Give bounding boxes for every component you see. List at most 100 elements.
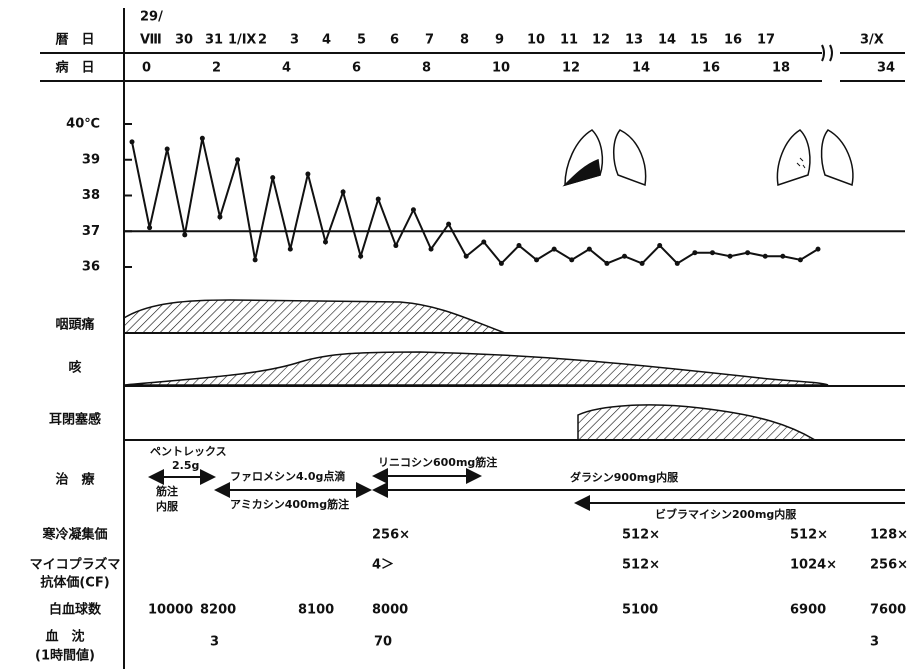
temperature-point bbox=[130, 139, 135, 144]
temperature-point bbox=[499, 261, 504, 266]
lab-value: 256× bbox=[870, 558, 908, 573]
lab-value: 3 bbox=[870, 635, 879, 650]
lab-value: 10000 bbox=[148, 603, 193, 618]
row-label: 白血球数 bbox=[49, 602, 102, 618]
treatment-label: 2.5g bbox=[172, 459, 199, 472]
temperature-point bbox=[376, 197, 381, 202]
calendar-label: 13 bbox=[625, 33, 643, 48]
calendar-label: 30 bbox=[175, 33, 193, 48]
temperature-point bbox=[587, 247, 592, 252]
row-label: 暦 日 bbox=[55, 33, 94, 48]
lab-value: 8200 bbox=[200, 603, 236, 618]
disease-day-label: 12 bbox=[562, 61, 580, 76]
lab-value: 512× bbox=[790, 528, 828, 543]
treatment-label: アミカシン400mg筋注 bbox=[230, 497, 349, 511]
lab-value: 128× bbox=[870, 528, 908, 543]
calendar-label: 4 bbox=[322, 33, 331, 48]
treatment-label: ファロメシン4.0g点滴 bbox=[230, 469, 345, 483]
treatment-label: ビブラマイシン200mg内服 bbox=[655, 507, 797, 521]
lab-value: 256× bbox=[372, 528, 410, 543]
temperature-point bbox=[323, 239, 328, 244]
treatment-label: 筋注 bbox=[155, 484, 178, 498]
temperature-point bbox=[657, 243, 662, 248]
temperature-point bbox=[147, 225, 152, 230]
y-tick-label: 39 bbox=[82, 152, 100, 167]
calendar-label: 17 bbox=[757, 33, 775, 48]
calendar-label: Ⅷ bbox=[140, 33, 162, 48]
calendar-label: 11 bbox=[560, 33, 578, 48]
calendar-label: 6 bbox=[390, 33, 399, 48]
treatment-label: ペントレックス bbox=[150, 445, 227, 458]
disease-day-label: 10 bbox=[492, 61, 510, 76]
temperature-point bbox=[270, 175, 275, 180]
lab-value: 512× bbox=[622, 528, 660, 543]
temperature-point bbox=[534, 257, 539, 262]
disease-day-label: 18 bbox=[772, 61, 790, 76]
lab-value: 6900 bbox=[790, 603, 826, 618]
temperature-point bbox=[411, 207, 416, 212]
temperature-point bbox=[446, 222, 451, 227]
row-label: (1時間値) bbox=[35, 648, 95, 664]
row-label: 寒冷凝集価 bbox=[41, 527, 107, 543]
row-label: 治 療 bbox=[55, 472, 95, 488]
temperature-point bbox=[182, 232, 187, 237]
disease-day-label: 34 bbox=[877, 61, 895, 76]
lab-value: 7600 bbox=[870, 603, 906, 618]
disease-day-label: 6 bbox=[352, 61, 361, 76]
y-tick-label: 37 bbox=[82, 224, 100, 239]
temperature-point bbox=[305, 172, 310, 177]
temperature-point bbox=[745, 250, 750, 255]
y-tick-label: 38 bbox=[82, 188, 100, 203]
disease-day-label: 14 bbox=[632, 61, 650, 76]
clinical-course-chart: 暦 日 病 日 咽頭痛 咳 耳閉塞感 治 療 寒冷凝集価 マイコプラズマ 抗体価… bbox=[0, 0, 914, 669]
lab-value: 1024× bbox=[790, 558, 837, 573]
page: 暦 日 病 日 咽頭痛 咳 耳閉塞感 治 療 寒冷凝集価 マイコプラズマ 抗体価… bbox=[0, 0, 914, 669]
temperature-point bbox=[798, 257, 803, 262]
calendar-label: 9 bbox=[495, 33, 504, 48]
temperature-point bbox=[763, 254, 768, 259]
calendar-label: 3/Ⅹ bbox=[860, 33, 884, 48]
treatment-label: 内服 bbox=[156, 499, 179, 513]
lab-value: 8000 bbox=[372, 603, 408, 618]
calendar-label: 5 bbox=[357, 33, 366, 48]
row-label: 血 沈 bbox=[45, 629, 84, 645]
temperature-point bbox=[604, 261, 609, 266]
temperature-point bbox=[675, 261, 680, 266]
row-label: 咽頭痛 bbox=[55, 317, 94, 333]
row-label: 咳 bbox=[68, 360, 81, 376]
calendar-label: 12 bbox=[592, 33, 610, 48]
temperature-point bbox=[816, 247, 821, 252]
temperature-point bbox=[710, 250, 715, 255]
calendar-label: 14 bbox=[658, 33, 676, 48]
temperature-point bbox=[728, 254, 733, 259]
y-tick-label: 40℃ bbox=[66, 117, 100, 132]
lab-value: 3 bbox=[210, 635, 219, 650]
lab-value: 8100 bbox=[298, 603, 334, 618]
disease-day-label: 8 bbox=[422, 61, 431, 76]
temperature-point bbox=[692, 250, 697, 255]
calendar-label: 29/ bbox=[140, 10, 163, 25]
temperature-point bbox=[393, 243, 398, 248]
calendar-label: 8 bbox=[460, 33, 469, 48]
calendar-label: 7 bbox=[425, 33, 434, 48]
temperature-point bbox=[235, 157, 240, 162]
temperature-point bbox=[640, 261, 645, 266]
temperature-point bbox=[516, 243, 521, 248]
temperature-point bbox=[200, 136, 205, 141]
temperature-point bbox=[569, 257, 574, 262]
calendar-label: 3 bbox=[290, 33, 299, 48]
temperature-point bbox=[464, 254, 469, 259]
disease-day-label: 0 bbox=[142, 61, 151, 76]
row-label: 抗体価(CF) bbox=[40, 575, 109, 591]
temperature-point bbox=[217, 214, 222, 219]
calendar-label: 1/Ⅸ bbox=[228, 33, 257, 48]
lab-value: 4＞ bbox=[372, 558, 394, 573]
calendar-label: 16 bbox=[724, 33, 742, 48]
temperature-point bbox=[552, 247, 557, 252]
calendar-label: 10 bbox=[527, 33, 545, 48]
row-label: 病 日 bbox=[55, 60, 94, 76]
temperature-point bbox=[622, 254, 627, 259]
lab-value: 5100 bbox=[622, 603, 658, 618]
temperature-point bbox=[481, 239, 486, 244]
y-tick-label: 36 bbox=[82, 260, 100, 275]
